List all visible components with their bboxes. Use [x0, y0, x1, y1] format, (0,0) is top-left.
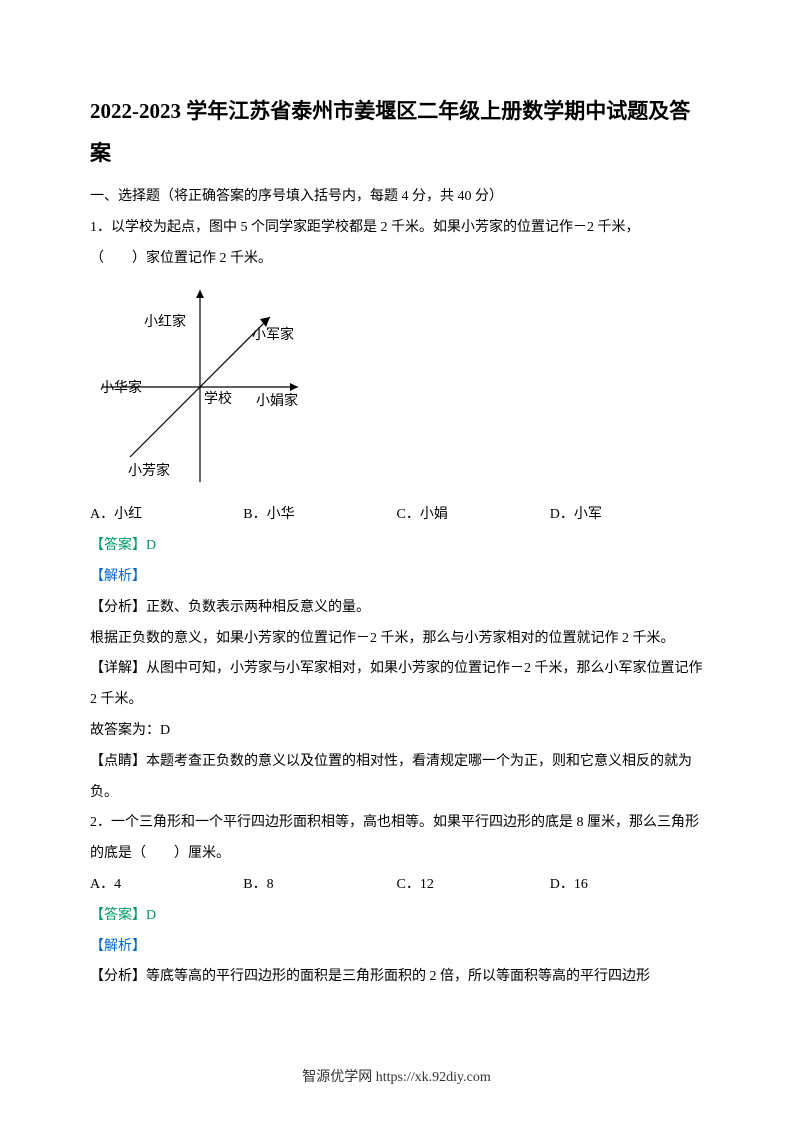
diagram-svg: 学校 小华家小娟家 小红家小军家小芳家 — [90, 282, 310, 492]
q1-opt-b: B．小华 — [243, 500, 396, 531]
q1-detail1: 【详解】从图中可知，小芳家与小军家相对，如果小芳家的位置记作－2 千米，那么小军… — [90, 654, 703, 716]
q1-analysis2: 根据正负数的意义，如果小芳家的位置记作－2 千米，那么与小芳家相对的位置就记作 … — [90, 624, 703, 655]
svg-text:小娟家: 小娟家 — [256, 392, 298, 409]
svg-text:小芳家: 小芳家 — [128, 462, 170, 479]
q1-opt-a: A．小红 — [90, 500, 243, 531]
q2-line1: 2．一个三角形和一个平行四边形面积相等，高也相等。如果平行四边形的底是 8 厘米… — [90, 808, 703, 870]
q1-conclusion: 故答案为：D — [90, 716, 703, 747]
q2-answer: 【答案】D — [90, 901, 703, 932]
page-footer: 智源优学网 https://xk.92diy.com — [0, 1066, 793, 1086]
page-title: 2022-2023 学年江苏省泰州市姜堰区二年级上册数学期中试题及答案 — [90, 90, 703, 174]
q2-opt-a: A．4 — [90, 870, 243, 901]
svg-text:小军家: 小军家 — [252, 326, 294, 343]
q1-answer: 【答案】D — [90, 531, 703, 562]
section-header: 一、选择题（将正确答案的序号填入括号内，每题 4 分，共 40 分） — [90, 182, 703, 213]
q1-line2: （ ）家位置记作 2 千米。 — [90, 244, 703, 275]
q1-point: 【点睛】本题考查正负数的意义以及位置的相对性，看清规定哪一个为正，则和它意义相反… — [90, 747, 703, 809]
svg-text:学校: 学校 — [204, 390, 232, 407]
q1-line1: 1．以学校为起点，图中 5 个同学家距学校都是 2 千米。如果小芳家的位置记作－… — [90, 213, 703, 244]
q2-analysis1: 【分析】等底等高的平行四边形的面积是三角形面积的 2 倍，所以等面积等高的平行四… — [90, 962, 703, 993]
q2-opt-c: C．12 — [397, 870, 550, 901]
svg-text:小华家: 小华家 — [100, 379, 142, 396]
q2-opt-b: B．8 — [243, 870, 396, 901]
svg-text:小红家: 小红家 — [144, 313, 186, 330]
q1-opt-c: C．小娟 — [397, 500, 550, 531]
q1-analysis1: 【分析】正数、负数表示两种相反意义的量。 — [90, 593, 703, 624]
q1-diagram: 学校 小华家小娟家 小红家小军家小芳家 — [90, 282, 310, 492]
q2-opt-d: D．16 — [550, 870, 703, 901]
q1-opt-d: D．小军 — [550, 500, 703, 531]
q1-analysis-label: 【解析】 — [90, 562, 703, 593]
q2-options: A．4 B．8 C．12 D．16 — [90, 870, 703, 901]
q1-options: A．小红 B．小华 C．小娟 D．小军 — [90, 500, 703, 531]
q2-analysis-label: 【解析】 — [90, 932, 703, 963]
